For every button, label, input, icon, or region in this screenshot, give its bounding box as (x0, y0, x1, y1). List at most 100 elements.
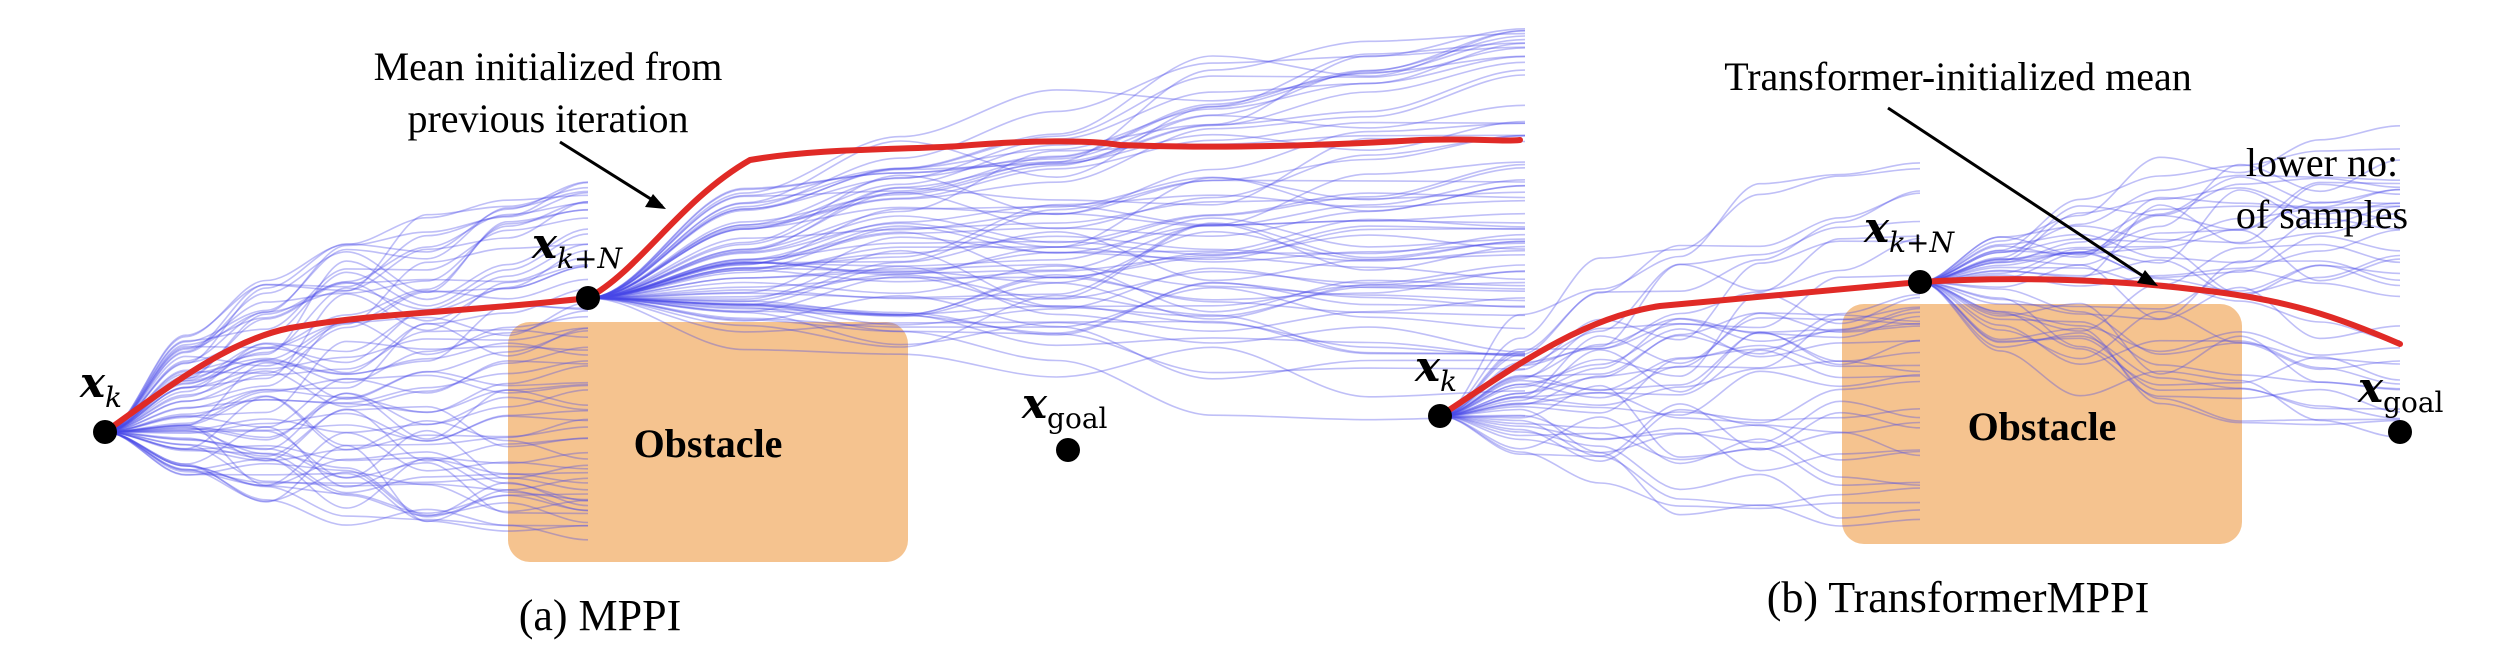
sample-trajectory (587, 281, 1526, 336)
panel-b: Obstacle xk xk+N xgoal Transformer-initi… (1414, 54, 2444, 622)
sample-trajectory (587, 134, 1526, 299)
sample-trajectory (1439, 408, 1921, 463)
sample-trajectory (1919, 281, 2401, 410)
sample-trajectory (104, 201, 589, 433)
goal-label-a: xgoal (1021, 379, 1108, 435)
sample-trajectory (587, 179, 1526, 299)
sample-trajectory (1439, 331, 1921, 417)
annotation-a-line2: previous iteration (407, 96, 688, 141)
sample-trajectory (587, 265, 1526, 302)
sample-trajectory (587, 282, 1526, 334)
sample-trajectory (1919, 281, 2401, 439)
sample-trajectory (1439, 293, 1921, 417)
sample-trajectory (104, 395, 589, 451)
sample-trajectory (1439, 190, 1921, 417)
sample-trajectory (1919, 125, 2401, 283)
sample-trajectory (587, 286, 1526, 330)
sample-trajectory (1919, 281, 2401, 365)
sample-trajectory (587, 104, 1526, 299)
sample-trajectory (104, 431, 589, 513)
sample-trajectory (104, 264, 589, 433)
sample-trajectory (1439, 384, 1921, 458)
sample-trajectory (1439, 306, 1921, 417)
sample-trajectory (104, 265, 589, 433)
sample-trajectory (587, 294, 1526, 380)
sample-trajectory (104, 202, 589, 433)
sample-trajectory (587, 242, 1526, 299)
sample-trajectory (587, 230, 1526, 303)
sample-trajectory (587, 176, 1526, 299)
sample-trajectory (587, 275, 1526, 318)
mean-trajectory-a (102, 136, 1523, 435)
sample-trajectory (104, 360, 589, 433)
sample-trajectory (104, 228, 589, 433)
sample-trajectory (1919, 281, 2401, 385)
sample-trajectory (1439, 360, 1921, 417)
sample-trajectory (104, 194, 589, 433)
sample-trajectory (104, 431, 589, 541)
sample-trajectory (1439, 415, 1921, 527)
sample-trajectory (104, 429, 589, 480)
sample-trajectory (1919, 259, 2401, 297)
sample-trajectory (1919, 281, 2401, 422)
sample-trajectory (587, 28, 1526, 299)
panel-a: Obstacle xk xk+N xgoal Mean initialized … (79, 28, 1526, 640)
sample-trajectories-b-first (1439, 162, 1921, 527)
sample-trajectory (104, 201, 589, 433)
annotation-b2-line2: of samples (2236, 192, 2408, 237)
sample-trajectory (587, 297, 1526, 355)
sample-trajectory (1919, 189, 2401, 283)
sample-trajectory (587, 135, 1526, 299)
sample-trajectory (104, 392, 589, 451)
sample-trajectory (104, 217, 589, 433)
sample-trajectory (1439, 414, 1921, 472)
sample-trajectory (104, 243, 589, 433)
sample-trajectory (104, 328, 589, 433)
sample-trajectory (587, 297, 1526, 374)
sample-trajectories-b-second (1919, 125, 2401, 439)
sample-trajectory (1439, 292, 1921, 417)
sample-trajectory (104, 431, 589, 518)
sample-trajectory (587, 179, 1526, 299)
goal-node-a (1056, 438, 1080, 462)
mid-node-a (576, 286, 600, 310)
sample-trajectory (104, 431, 589, 523)
sample-trajectory (1919, 204, 2401, 283)
sample-trajectory (587, 231, 1526, 299)
sample-trajectory (104, 383, 589, 433)
sample-trajectory (587, 32, 1526, 299)
caption-a: (a) MPPI (519, 591, 682, 640)
sample-trajectory (1919, 281, 2401, 340)
sample-trajectory (587, 192, 1526, 299)
sample-trajectory (587, 235, 1526, 299)
sample-trajectory (587, 297, 1526, 398)
obstacle-label-a: Obstacle (634, 421, 783, 466)
sample-trajectory (104, 327, 589, 433)
sample-trajectory (587, 55, 1526, 299)
sample-trajectory (587, 270, 1526, 316)
sample-trajectory (104, 233, 589, 433)
sample-trajectory (1439, 328, 1921, 417)
mid-label-a: xk+N (531, 219, 623, 275)
sample-trajectory (104, 431, 589, 517)
sample-trajectory (1919, 245, 2401, 295)
sample-trajectory (104, 374, 589, 433)
sample-trajectories-a-first (104, 181, 589, 541)
sample-trajectory (1439, 167, 1921, 417)
annotation-arrowhead-b (2137, 270, 2158, 286)
sample-trajectory (587, 297, 1526, 357)
sample-trajectory (1919, 281, 2401, 356)
sample-trajectory (104, 370, 589, 439)
sample-trajectory (587, 230, 1526, 299)
sample-trajectory (104, 181, 589, 433)
sample-trajectory (104, 288, 589, 433)
sample-trajectory (587, 225, 1526, 299)
sample-trajectory (1439, 344, 1921, 417)
sample-trajectory (1439, 331, 1921, 417)
sample-trajectory (104, 409, 589, 442)
sample-trajectory (587, 217, 1526, 299)
sample-trajectory (587, 61, 1526, 299)
annotation-b: Transformer-initialized mean (1724, 54, 2192, 99)
annotation-arrow-b (1887, 106, 2153, 284)
